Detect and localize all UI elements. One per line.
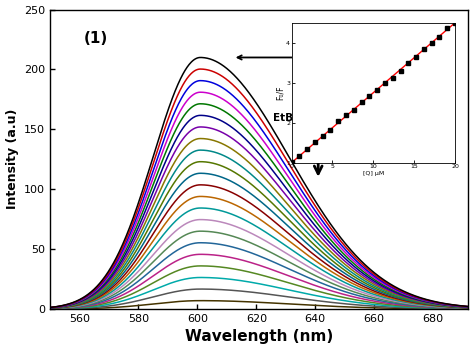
- Y-axis label: F₀/F: F₀/F: [276, 85, 285, 100]
- Text: (1): (1): [83, 30, 108, 46]
- Text: EtBr + DNA + 1: EtBr + DNA + 1: [273, 113, 363, 174]
- X-axis label: Wavelength (nm): Wavelength (nm): [185, 329, 333, 344]
- Y-axis label: Intensity (a.u): Intensity (a.u): [6, 109, 18, 210]
- X-axis label: [Q] μM: [Q] μM: [363, 170, 384, 176]
- Text: EtBr + DNA: EtBr + DNA: [237, 52, 405, 62]
